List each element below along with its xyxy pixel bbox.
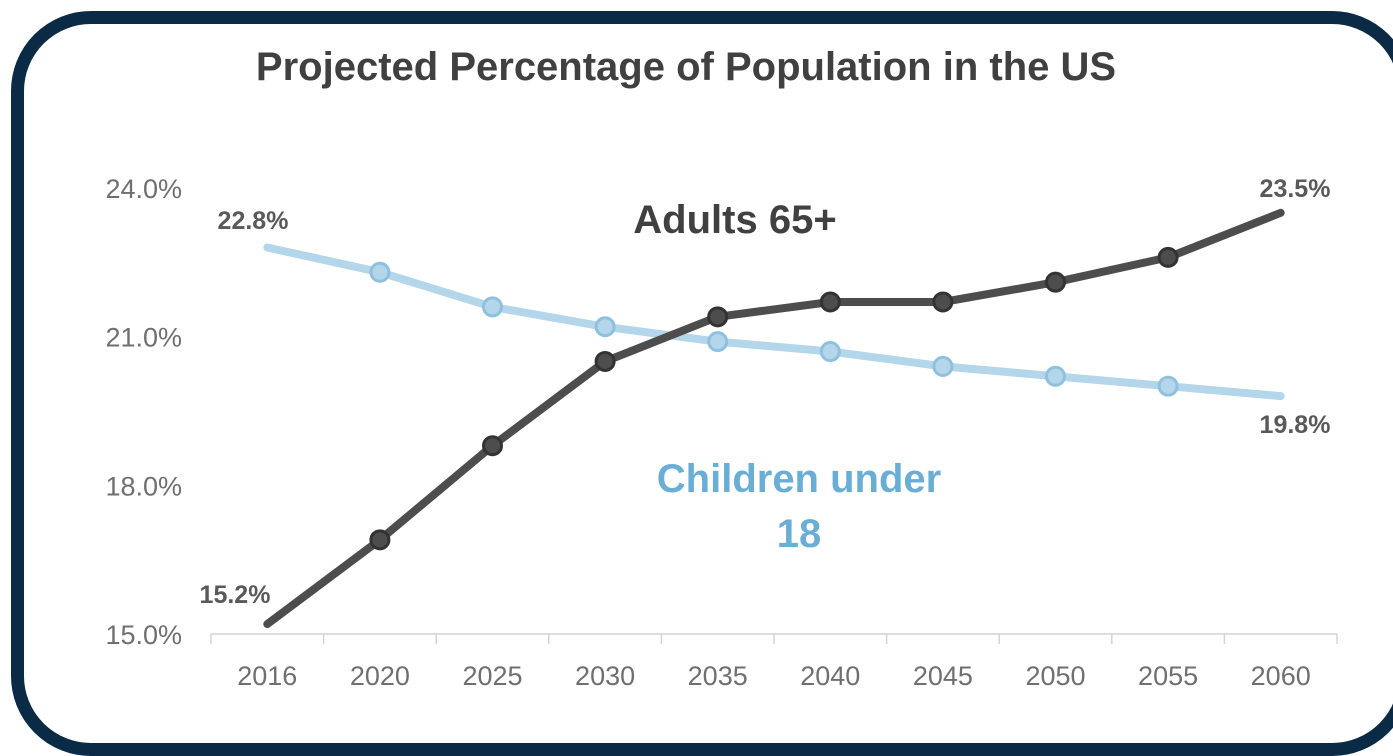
series-layer (263, 208, 1285, 629)
data-point (932, 291, 954, 313)
data-point (819, 291, 841, 313)
x-tick-label: 2020 (350, 661, 410, 691)
data-point (932, 355, 954, 377)
x-tick-label: 2016 (237, 661, 297, 691)
x-tick-label: 2045 (913, 661, 973, 691)
data-label-end: 23.5% (1260, 175, 1331, 203)
data-label-start: 15.2% (200, 581, 271, 609)
x-tick-label: 2035 (688, 661, 748, 691)
y-tick-label: 15.0% (105, 620, 182, 650)
data-point (594, 316, 616, 338)
x-tick-label: 2060 (1251, 661, 1311, 691)
x-tick-label: 2055 (1138, 661, 1198, 691)
axes: 2016 2020 2025 2030 2035 2040 2045 2050 2055 2060… (105, 174, 1338, 691)
data-point (594, 350, 616, 372)
data-point (1157, 246, 1179, 268)
data-point (707, 306, 729, 328)
labels-layer: 15.2% 23.5% 22.8% 19.8% Adults 65+ Children u… (200, 175, 1331, 609)
data-label-end: 19.8% (1260, 411, 1331, 439)
series-label-adults-65: Adults 65+ (633, 198, 836, 242)
data-point (1045, 365, 1066, 387)
series-line-adults-65 (263, 208, 1285, 629)
data-point (1157, 375, 1179, 397)
y-tick-label: 18.0% (105, 471, 182, 501)
data-point (369, 261, 391, 283)
data-point (482, 435, 503, 457)
series-label-children-under-18: 18 (777, 512, 822, 556)
y-tick-label: 24.0% (105, 174, 182, 204)
x-tick-label: 2040 (800, 661, 860, 691)
y-tick-label: 21.0% (105, 323, 182, 353)
x-tick-label: 2025 (462, 661, 522, 691)
data-point (707, 331, 729, 353)
series-line-children-under-18 (263, 243, 1285, 401)
x-tick-label: 2030 (575, 661, 635, 691)
data-point (1045, 271, 1066, 293)
data-point (482, 296, 503, 318)
x-tick-label: 2050 (1025, 661, 1085, 691)
chart-title: Projected Percentage of Population in th… (256, 45, 1116, 89)
data-label-start: 22.8% (218, 207, 289, 235)
data-point (819, 341, 841, 363)
series-label-children-under-18: Children under (657, 457, 941, 501)
data-point (369, 529, 391, 551)
